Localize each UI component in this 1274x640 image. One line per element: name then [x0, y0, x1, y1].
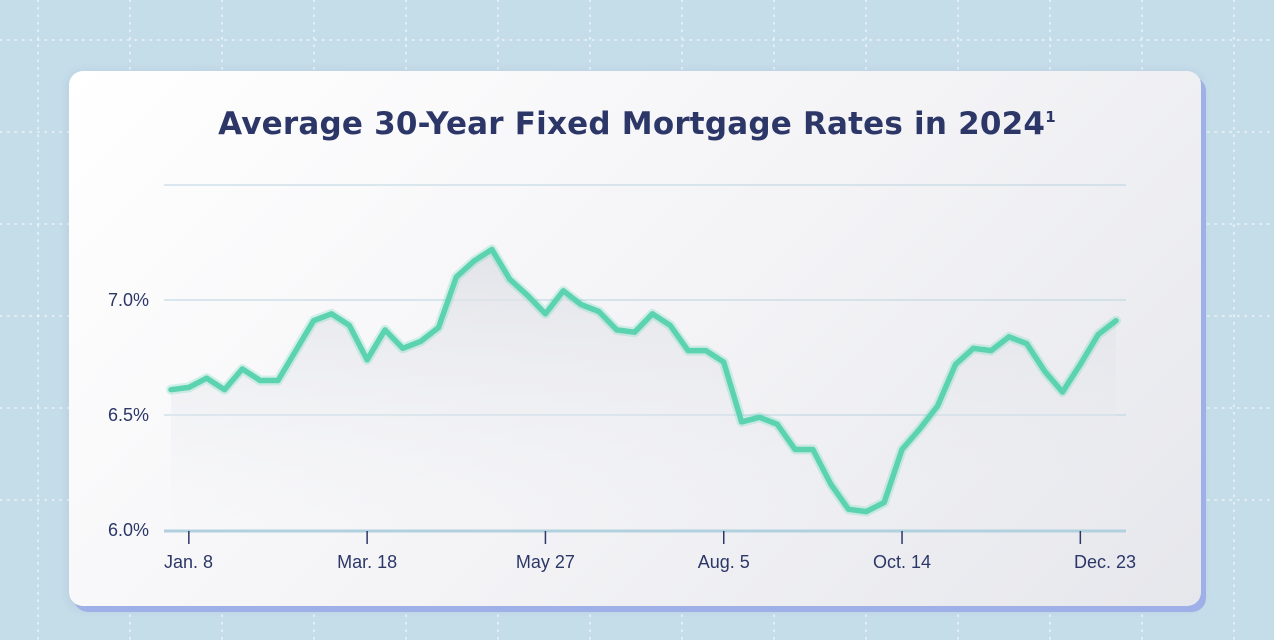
- data-point: [900, 447, 905, 452]
- data-point: [721, 360, 726, 365]
- x-axis-tick-labels: Jan. 8 Mar. 18 May 27 Aug. 5 Oct. 14 Dec. 23: [164, 552, 1136, 572]
- data-point: [953, 362, 958, 367]
- data-point: [864, 509, 869, 514]
- data-point: [204, 376, 209, 381]
- data-point: [329, 311, 334, 316]
- data-point: [525, 293, 530, 298]
- y-axis-tick-labels: 7.0% 6.5% 6.0%: [108, 290, 149, 540]
- chart-title-text: Average 30-Year Fixed Mortgage Rates in …: [218, 106, 1046, 142]
- data-point: [1024, 341, 1029, 346]
- chart-title: Average 30-Year Fixed Mortgage Rates in …: [0, 106, 1274, 142]
- x-axis-tick-label: Aug. 5: [698, 552, 750, 572]
- data-point: [775, 422, 780, 427]
- data-point: [489, 247, 494, 252]
- data-point: [436, 325, 441, 330]
- y-axis-tick-label: 6.5%: [108, 405, 149, 425]
- x-axis: [164, 529, 1126, 544]
- data-point: [650, 311, 655, 316]
- data-point: [222, 387, 227, 392]
- data-point: [1096, 332, 1101, 337]
- chart-title-footnote: 1: [1045, 108, 1056, 126]
- data-point: [882, 500, 887, 505]
- data-point: [169, 387, 174, 392]
- data-point: [686, 348, 691, 353]
- data-point: [579, 302, 584, 307]
- data-point: [276, 378, 281, 383]
- data-point: [989, 348, 994, 353]
- data-point: [632, 330, 637, 335]
- data-point: [1042, 369, 1047, 374]
- data-point: [1007, 334, 1012, 339]
- y-axis-tick-label: 7.0%: [108, 290, 149, 310]
- data-point: [971, 346, 976, 351]
- data-point: [935, 403, 940, 408]
- data-point: [507, 277, 512, 282]
- data-point: [793, 447, 798, 452]
- data-point: [596, 309, 601, 314]
- series-area: [171, 249, 1116, 530]
- area-fill: [171, 249, 1116, 530]
- data-point: [846, 507, 851, 512]
- data-point: [561, 288, 566, 293]
- data-point: [454, 275, 459, 280]
- data-point: [383, 327, 388, 332]
- data-point: [703, 348, 708, 353]
- data-point: [347, 323, 352, 328]
- series-line-layer: [166, 244, 1121, 517]
- y-axis-tick-label: 6.0%: [108, 520, 149, 540]
- x-axis-tick-label: Oct. 14: [873, 552, 931, 572]
- data-point: [365, 357, 370, 362]
- data-point: [668, 323, 673, 328]
- data-point: [543, 311, 548, 316]
- data-point: [739, 419, 744, 424]
- data-point: [1060, 390, 1065, 395]
- data-point: [240, 367, 245, 372]
- data-point: [917, 426, 922, 431]
- data-point: [311, 318, 316, 323]
- x-axis-tick-label: May 27: [516, 552, 575, 572]
- data-point: [258, 378, 263, 383]
- data-point: [472, 258, 477, 263]
- data-point: [400, 346, 405, 351]
- data-point: [810, 447, 815, 452]
- series-line: [168, 246, 1119, 515]
- data-point: [757, 415, 762, 420]
- data-point: [1078, 362, 1083, 367]
- data-point: [186, 385, 191, 390]
- x-axis-tick-label: Mar. 18: [337, 552, 397, 572]
- data-point: [614, 327, 619, 332]
- data-point: [418, 339, 423, 344]
- x-axis-tick-label: Dec. 23: [1074, 552, 1136, 572]
- data-point: [293, 348, 298, 353]
- data-point: [1114, 318, 1119, 323]
- data-point: [828, 482, 833, 487]
- x-axis-tick-label: Jan. 8: [164, 552, 213, 572]
